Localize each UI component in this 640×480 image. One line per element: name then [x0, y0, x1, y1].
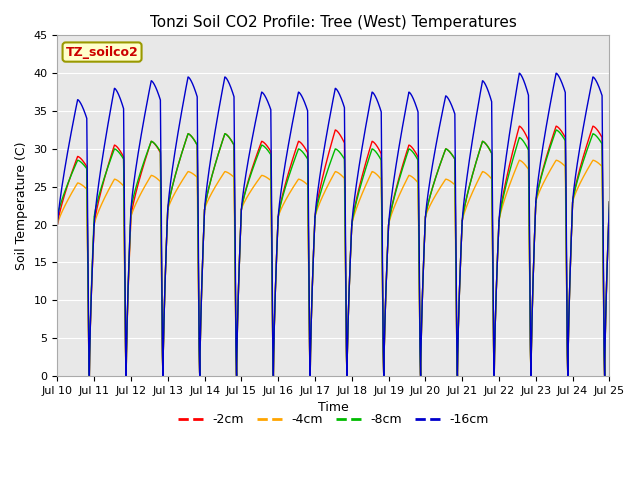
- -4cm: [172, 189, 179, 195]
- -4cm: [605, 199, 613, 205]
- -8cm: [172, 171, 179, 177]
- X-axis label: Time: Time: [318, 401, 349, 414]
- -2cm: [260, 140, 268, 145]
- -16cm: [552, 70, 560, 76]
- -4cm: [604, 249, 611, 255]
- -2cm: [410, 146, 417, 152]
- -8cm: [410, 150, 417, 156]
- -16cm: [54, 222, 61, 228]
- -16cm: [605, 199, 613, 205]
- Text: TZ_soilco2: TZ_soilco2: [66, 46, 138, 59]
- -2cm: [605, 199, 613, 205]
- -2cm: [604, 249, 611, 255]
- -4cm: [552, 157, 560, 163]
- -4cm: [410, 175, 417, 181]
- -16cm: [166, 186, 173, 192]
- -8cm: [604, 249, 611, 255]
- -2cm: [552, 123, 560, 129]
- -8cm: [166, 195, 173, 201]
- -2cm: [54, 222, 61, 228]
- -2cm: [488, 194, 496, 200]
- -16cm: [86, 373, 93, 379]
- Title: Tonzi Soil CO2 Profile: Tree (West) Temperatures: Tonzi Soil CO2 Profile: Tree (West) Temp…: [150, 15, 517, 30]
- -4cm: [166, 201, 173, 206]
- -16cm: [604, 249, 611, 255]
- -16cm: [260, 92, 268, 97]
- Legend: -2cm, -4cm, -8cm, -16cm: -2cm, -4cm, -8cm, -16cm: [173, 408, 494, 431]
- Y-axis label: Soil Temperature (C): Soil Temperature (C): [15, 142, 28, 270]
- -2cm: [172, 171, 179, 177]
- -8cm: [54, 214, 61, 220]
- Line: -16cm: -16cm: [58, 73, 609, 376]
- -8cm: [605, 199, 613, 205]
- -2cm: [166, 195, 173, 201]
- -4cm: [86, 373, 93, 379]
- Line: -4cm: -4cm: [58, 160, 609, 376]
- -4cm: [260, 173, 268, 179]
- -16cm: [410, 96, 417, 102]
- -16cm: [172, 145, 179, 151]
- -16cm: [488, 154, 496, 159]
- -8cm: [488, 194, 496, 200]
- Line: -8cm: -8cm: [58, 130, 609, 376]
- -2cm: [86, 373, 93, 379]
- -8cm: [86, 373, 93, 379]
- -8cm: [260, 144, 268, 149]
- -4cm: [488, 215, 496, 221]
- -8cm: [552, 127, 560, 133]
- Line: -2cm: -2cm: [58, 126, 609, 376]
- -4cm: [54, 222, 61, 228]
